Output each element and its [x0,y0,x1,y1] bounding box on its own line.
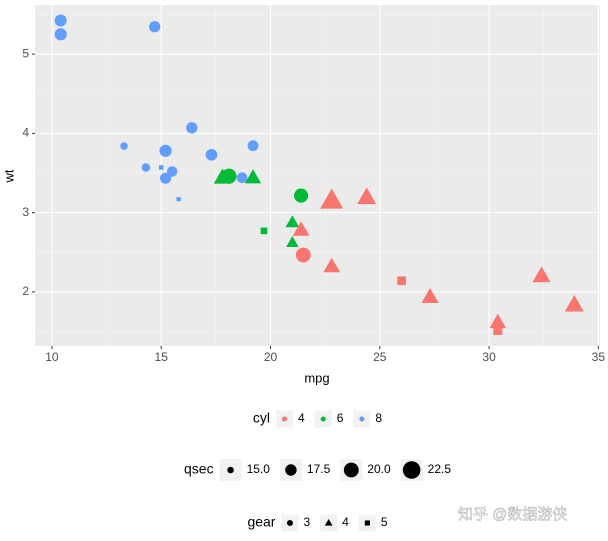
x-tick-label: 10 [45,350,59,364]
legend: gear 3 4 5 [247,514,388,532]
x-tick-label: 15 [155,350,169,364]
legend-title: qsec [184,461,214,477]
y-tick-label: 2 [22,284,29,298]
legend-symbol [324,518,333,526]
point [166,166,178,177]
y-tick-label: 5 [22,46,29,60]
x-tick-label: 35 [592,350,606,364]
point [186,122,198,134]
x-tick-label: 20 [264,350,278,364]
point [285,215,300,228]
point [286,236,299,248]
point [160,172,172,184]
point [564,295,584,312]
point [260,227,268,235]
legend-label: 5 [381,515,388,529]
panel [35,5,600,346]
point [397,276,406,286]
legend-symbol [285,464,297,476]
legend-label: 22.5 [428,462,452,476]
x-tick-label: 30 [482,350,496,364]
point [489,313,507,329]
point [244,169,262,184]
point [120,142,128,150]
legend: cyl 4 6 8 [253,410,382,428]
x-axis-title: mpg [304,370,329,385]
point [320,188,344,209]
legend-symbol [320,416,326,422]
legend-label: 17.5 [307,462,331,476]
legend-label: 3 [303,515,310,529]
legend-symbol [227,466,234,474]
point [141,163,151,172]
legend-label: 8 [375,411,382,425]
point [148,21,161,33]
point [236,172,248,184]
legend-label: 4 [342,515,349,529]
point [295,247,311,263]
legend-symbol [343,462,359,478]
legend-symbol [282,416,288,422]
legend-title: gear [247,514,275,530]
point [292,221,310,236]
watermark: 知乎 @数据游侠 [458,506,567,523]
legend: qsec 15.0 17.5 20.0 22.5 [184,459,451,481]
legend-label: 15.0 [247,462,271,476]
y-tick-label: 3 [22,205,29,219]
legend-symbol [402,461,421,479]
point [357,187,377,205]
point [159,144,172,157]
legend-label: 6 [337,411,344,425]
legend-label: 4 [298,411,305,425]
legend-symbol [364,520,370,526]
legend-title: cyl [253,410,270,426]
legend-symbol [286,520,293,526]
y-axis-title: wt [1,169,16,183]
point [158,165,164,170]
point [323,257,341,273]
y-tick-label: 4 [22,126,29,140]
point [213,168,232,184]
point [421,287,439,303]
point [247,140,259,152]
legend-symbol [359,416,365,422]
point [54,28,67,41]
point [294,188,309,203]
point [532,266,551,283]
point [205,148,218,161]
x-tick-label: 25 [373,350,387,364]
point [176,197,181,202]
legend-label: 20.0 [367,462,391,476]
point [493,326,503,335]
point [54,14,67,27]
